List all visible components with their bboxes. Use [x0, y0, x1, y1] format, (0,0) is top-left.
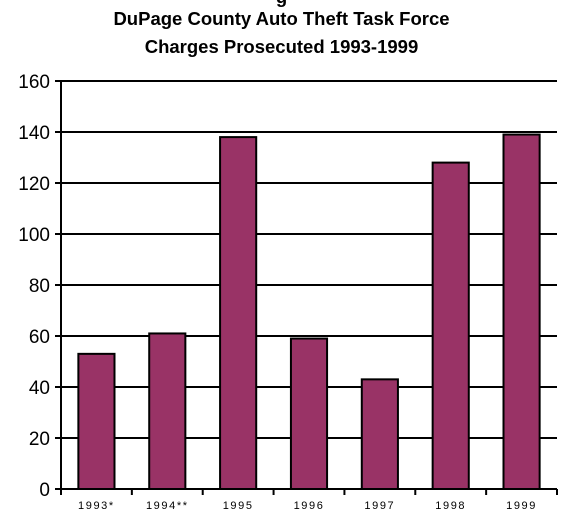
bar-1998 — [431, 161, 470, 490]
x-tick-labels: 1993* 1994** 1995 1996 1997 1998 1999 — [78, 500, 537, 512]
bar-1997 — [360, 378, 399, 491]
y-tick-label: 100 — [18, 225, 50, 246]
x-tick-label: 1995 — [223, 500, 254, 512]
bar-1993 — [77, 352, 116, 490]
y-tick-label: 80 — [29, 276, 50, 297]
x-tick-label: 1999 — [506, 500, 537, 512]
y-tick-label: 120 — [18, 174, 50, 195]
y-tick-label: 40 — [29, 378, 50, 399]
bars — [77, 133, 541, 491]
bar-1995 — [219, 136, 258, 490]
axes — [55, 80, 558, 495]
chart-title-line-1: DuPage County Auto Theft Task Force — [113, 8, 450, 29]
bar-1994 — [148, 332, 187, 491]
chart-title-line-2: Charges Prosecuted 1993-1999 — [144, 36, 419, 57]
y-tick-labels: 0 20 40 60 80 100 120 140 160 — [18, 72, 50, 501]
x-tick-label: 1994** — [146, 500, 189, 512]
y-tick-label: 140 — [18, 123, 50, 144]
y-tick-label: 60 — [29, 327, 50, 348]
y-tick-label: 160 — [18, 72, 50, 93]
y-tick-label: 0 — [39, 480, 50, 501]
x-tick-label: 1998 — [435, 500, 466, 512]
chart-title-line-cropped: g — [0, 0, 563, 8]
bar-1996 — [289, 337, 329, 490]
x-tick-label: 1997 — [364, 500, 395, 512]
bar-1999 — [502, 133, 541, 491]
y-tick-label: 20 — [29, 429, 50, 450]
x-tick-label: 1996 — [294, 500, 325, 512]
x-tick-label: 1993* — [78, 500, 115, 512]
